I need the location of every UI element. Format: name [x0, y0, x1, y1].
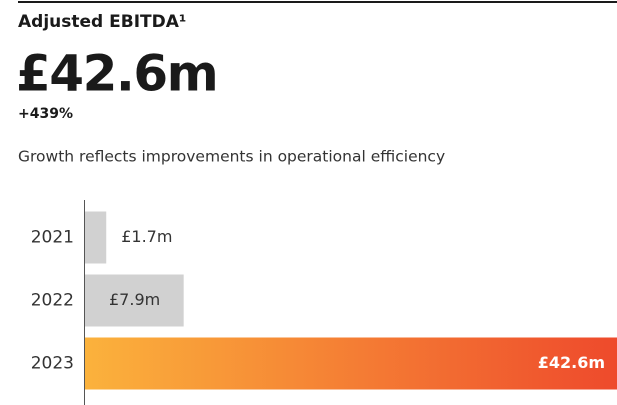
category-label: 2021 — [31, 228, 74, 248]
bar — [85, 274, 184, 327]
change: +439% — [18, 106, 73, 122]
value-label: £1.7m — [121, 227, 172, 246]
chart-title: Adjusted EBITDA¹ — [18, 12, 186, 32]
value-label: £42.6m — [538, 353, 605, 372]
bar — [85, 211, 107, 264]
headline-value: £42.6m — [16, 45, 217, 103]
bar — [85, 337, 617, 390]
subtitle: Growth reflects improvements in operatio… — [18, 148, 445, 166]
category-label: 2022 — [31, 291, 74, 311]
value-label: £7.9m — [109, 290, 160, 309]
category-label: 2023 — [31, 354, 74, 374]
